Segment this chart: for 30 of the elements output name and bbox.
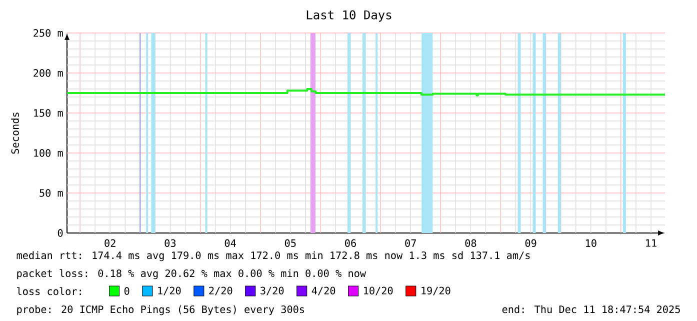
x-tick-label: 07 [405,239,416,247]
y-tick-label: 50 m [40,189,63,197]
x-tick-label: 09 [525,239,536,247]
y-axis-title: Seconds [11,112,19,154]
y-tick-label: 100 m [34,149,63,157]
legend-label: 0 [124,287,130,295]
x-tick-label: 08 [465,239,476,247]
y-tick-label: 200 m [34,69,63,77]
text: median rtt: 174.4 ms avg 179.0 ms max 172.0 ms min 172.8 ms now 1.3 ms sd 137.1 am/s [16,251,530,262]
legend-label: 2/20 [209,286,232,296]
text: loss color: [17,287,81,296]
x-tick-label: 10 [586,239,596,247]
legend-label: 1/20 [158,286,181,296]
y-tick-label: 150 m [34,109,63,117]
text: end: Thu Dec 11 18:47:54 2025 [502,305,680,314]
y-tick-label: 0 [58,229,63,237]
text: probe: 20 ICMP Echo Pings (56 Bytes) every 300s [17,305,304,316]
x-tick-label: 04 [224,239,236,247]
x-tick-label: 03 [164,239,176,247]
x-tick-label: 02 [104,239,116,247]
legend-label: 4/20 [312,286,336,296]
legend-label: 3/20 [260,286,284,296]
chart-title: Last 10 Days [306,10,392,22]
legend-label: 19/20 [422,286,450,296]
x-tick-label: 06 [345,239,356,247]
x-tick-label: 11 [646,239,656,247]
x-tick-label: 05 [284,239,296,247]
y-tick-label: 250 m [34,29,63,37]
legend-label: 10/20 [364,286,393,296]
text: packet loss: 0.18 % avg 20.62 % max 0.00 % min 0.00 % now [17,269,366,280]
